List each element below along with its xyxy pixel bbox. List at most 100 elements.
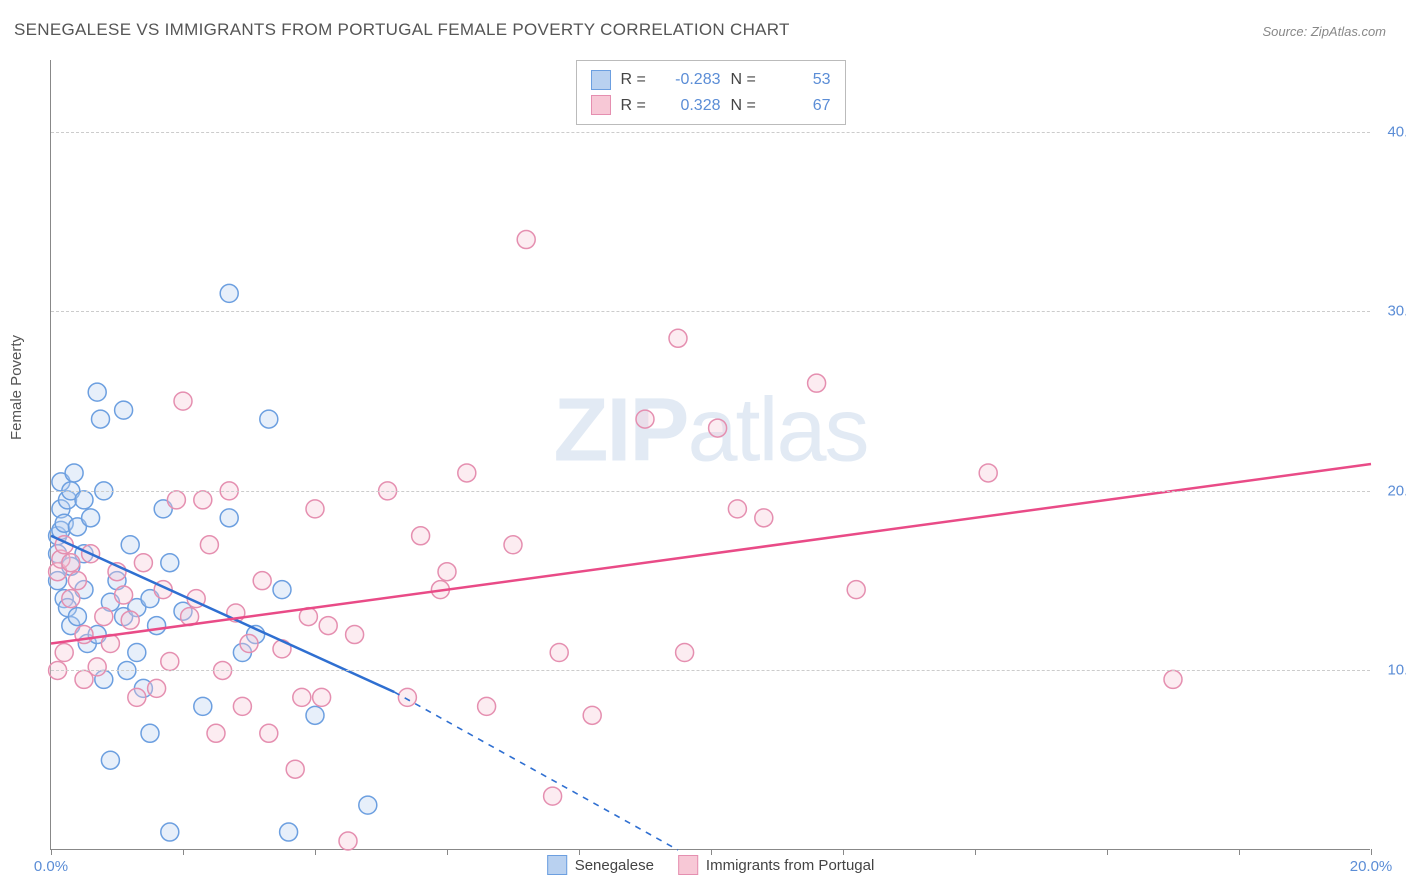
data-point [339, 832, 357, 850]
data-point [174, 392, 192, 410]
n-label: N = [731, 93, 765, 119]
data-point [313, 688, 331, 706]
correlation-legend: R = -0.283 N = 53 R = 0.328 N = 67 [576, 60, 846, 125]
source-label: Source: ZipAtlas.com [1262, 24, 1386, 39]
data-point [95, 608, 113, 626]
data-point [709, 419, 727, 437]
legend-label: Immigrants from Portugal [706, 857, 874, 874]
data-point [755, 509, 773, 527]
data-point [148, 679, 166, 697]
x-tick [579, 849, 580, 855]
data-point [75, 491, 93, 509]
data-point [728, 500, 746, 518]
data-point [207, 724, 225, 742]
data-point [194, 491, 212, 509]
x-tick [843, 849, 844, 855]
gridline [51, 670, 1370, 671]
data-point [260, 724, 278, 742]
data-point [669, 329, 687, 347]
gridline [51, 311, 1370, 312]
data-point [101, 751, 119, 769]
data-point [847, 581, 865, 599]
data-point [62, 590, 80, 608]
data-point [88, 383, 106, 401]
n-value: 53 [775, 67, 831, 93]
legend-label: Senegalese [575, 857, 654, 874]
x-tick [711, 849, 712, 855]
y-axis-label: Female Poverty [8, 335, 25, 440]
gridline [51, 132, 1370, 133]
data-point [121, 611, 139, 629]
data-point [233, 697, 251, 715]
data-point [306, 706, 324, 724]
x-tick [1371, 849, 1372, 855]
data-point [412, 527, 430, 545]
x-tick-label: 0.0% [34, 858, 68, 875]
data-point [346, 626, 364, 644]
data-point [161, 652, 179, 670]
data-point [260, 410, 278, 428]
data-point [478, 697, 496, 715]
data-point [121, 536, 139, 554]
r-value: 0.328 [665, 93, 721, 119]
n-value: 67 [775, 93, 831, 119]
data-point [636, 410, 654, 428]
data-point [253, 572, 271, 590]
correlation-row-2: R = 0.328 N = 67 [591, 93, 831, 119]
data-point [504, 536, 522, 554]
data-point [134, 554, 152, 572]
x-tick [51, 849, 52, 855]
data-point [167, 491, 185, 509]
r-label: R = [621, 67, 655, 93]
data-point [128, 644, 146, 662]
y-tick-label: 20.0% [1387, 482, 1406, 499]
data-point [55, 644, 73, 662]
y-tick-label: 10.0% [1387, 662, 1406, 679]
data-point [398, 688, 416, 706]
data-point [161, 554, 179, 572]
data-point [280, 823, 298, 841]
data-point [115, 401, 133, 419]
data-point [293, 688, 311, 706]
x-tick [1107, 849, 1108, 855]
swatch-icon [591, 95, 611, 115]
data-point [194, 697, 212, 715]
x-tick [315, 849, 316, 855]
data-point [359, 796, 377, 814]
data-point [62, 554, 80, 572]
r-label: R = [621, 93, 655, 119]
data-point [68, 608, 86, 626]
data-point [92, 410, 110, 428]
gridline [51, 491, 1370, 492]
swatch-icon [678, 855, 698, 875]
data-point [1164, 670, 1182, 688]
data-point [148, 617, 166, 635]
data-point [88, 658, 106, 676]
r-value: -0.283 [665, 67, 721, 93]
n-label: N = [731, 67, 765, 93]
data-point [979, 464, 997, 482]
x-tick [1239, 849, 1240, 855]
data-point [544, 787, 562, 805]
data-point [220, 284, 238, 302]
data-point [676, 644, 694, 662]
regression-line-extrapolated [394, 692, 678, 850]
data-point [808, 374, 826, 392]
x-tick [447, 849, 448, 855]
data-point [141, 724, 159, 742]
data-point [115, 586, 133, 604]
correlation-row-1: R = -0.283 N = 53 [591, 67, 831, 93]
data-point [220, 509, 238, 527]
data-point [306, 500, 324, 518]
data-point [128, 688, 146, 706]
data-point [200, 536, 218, 554]
data-point [583, 706, 601, 724]
x-tick-label: 20.0% [1350, 858, 1393, 875]
data-point [273, 581, 291, 599]
data-point [517, 231, 535, 249]
y-tick-label: 40.0% [1387, 123, 1406, 140]
x-tick [975, 849, 976, 855]
legend-item: Senegalese [547, 855, 654, 875]
data-point [438, 563, 456, 581]
data-point [82, 509, 100, 527]
